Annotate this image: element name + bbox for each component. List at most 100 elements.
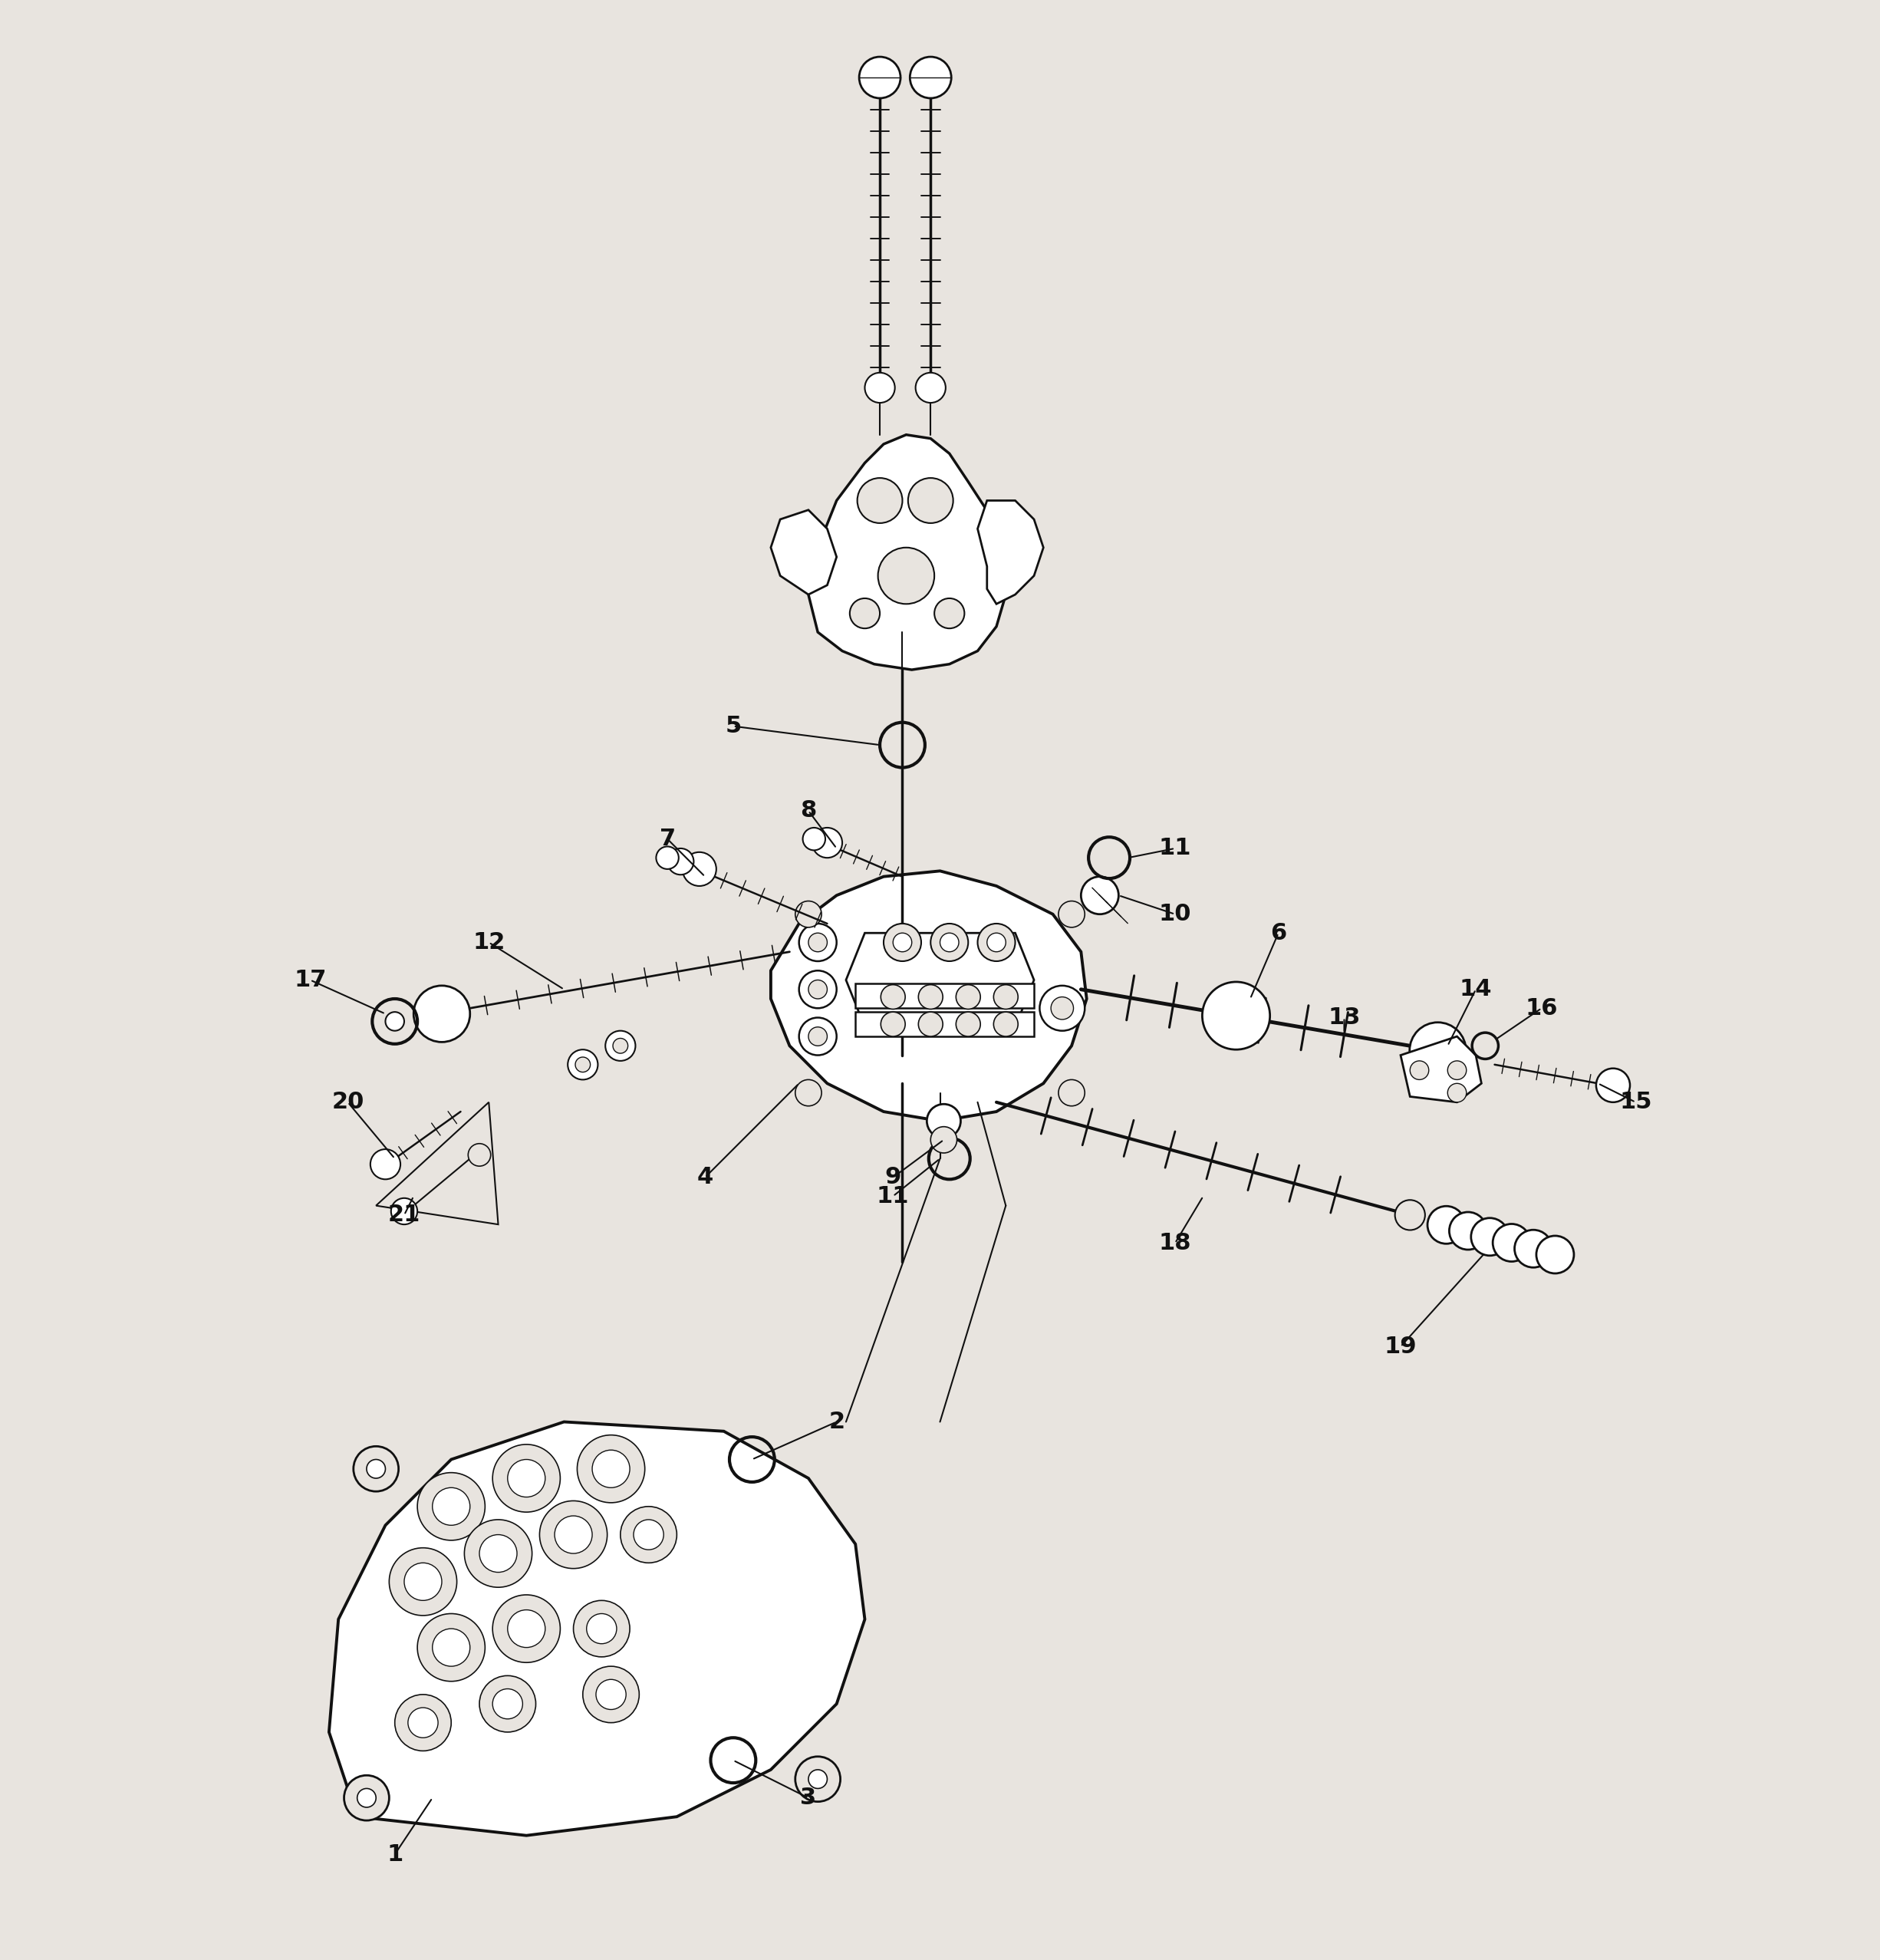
Circle shape — [370, 1149, 400, 1180]
Circle shape — [432, 1488, 470, 1525]
Circle shape — [799, 923, 837, 960]
Circle shape — [882, 1011, 906, 1037]
Circle shape — [417, 1472, 485, 1541]
Text: 14: 14 — [1459, 978, 1493, 1000]
Circle shape — [1081, 876, 1119, 913]
Text: 19: 19 — [1384, 1335, 1418, 1358]
Circle shape — [573, 1601, 630, 1656]
Circle shape — [908, 478, 953, 523]
Circle shape — [1448, 1060, 1466, 1080]
Polygon shape — [855, 1011, 1034, 1037]
Text: 1: 1 — [387, 1842, 402, 1866]
Circle shape — [1058, 1080, 1085, 1105]
Circle shape — [1040, 986, 1085, 1031]
Text: 7: 7 — [660, 827, 675, 851]
Circle shape — [795, 1080, 822, 1105]
Circle shape — [812, 827, 842, 858]
Circle shape — [934, 598, 964, 629]
Text: 6: 6 — [1271, 921, 1286, 945]
Text: 4: 4 — [697, 1166, 713, 1188]
Circle shape — [1051, 998, 1073, 1019]
Text: 21: 21 — [387, 1203, 421, 1227]
Circle shape — [931, 1127, 957, 1152]
Circle shape — [414, 986, 470, 1043]
Text: 8: 8 — [801, 800, 816, 821]
Circle shape — [995, 984, 1019, 1009]
Circle shape — [1427, 1205, 1465, 1245]
Circle shape — [1493, 1223, 1530, 1262]
Circle shape — [940, 933, 959, 953]
Text: 9: 9 — [885, 1166, 901, 1188]
Circle shape — [808, 933, 827, 953]
Circle shape — [367, 1460, 385, 1478]
Circle shape — [395, 1695, 451, 1750]
Circle shape — [1515, 1229, 1553, 1268]
Circle shape — [508, 1609, 545, 1648]
Circle shape — [583, 1666, 639, 1723]
Circle shape — [1596, 1068, 1630, 1102]
Polygon shape — [808, 435, 1006, 670]
Text: 5: 5 — [726, 715, 741, 737]
Circle shape — [587, 1613, 617, 1644]
Circle shape — [389, 1548, 457, 1615]
Circle shape — [919, 984, 944, 1009]
Circle shape — [1203, 982, 1271, 1049]
Circle shape — [508, 1460, 545, 1497]
Circle shape — [613, 1039, 628, 1053]
Circle shape — [995, 1011, 1019, 1037]
Circle shape — [799, 970, 837, 1007]
Circle shape — [493, 1690, 523, 1719]
Circle shape — [931, 923, 968, 960]
Circle shape — [682, 853, 716, 886]
Circle shape — [620, 1507, 677, 1562]
Circle shape — [667, 849, 694, 874]
Circle shape — [464, 1519, 532, 1588]
Circle shape — [540, 1501, 607, 1568]
Circle shape — [884, 923, 921, 960]
Circle shape — [882, 984, 906, 1009]
Polygon shape — [771, 870, 1087, 1121]
Circle shape — [1410, 1060, 1429, 1080]
Circle shape — [417, 1613, 485, 1682]
Circle shape — [857, 478, 902, 523]
Circle shape — [1470, 1217, 1508, 1256]
Circle shape — [808, 1027, 827, 1047]
Text: 11: 11 — [876, 1186, 910, 1207]
Circle shape — [1536, 1237, 1574, 1274]
Circle shape — [634, 1519, 664, 1550]
Circle shape — [859, 57, 901, 98]
Text: 18: 18 — [1158, 1233, 1192, 1254]
Polygon shape — [1401, 1037, 1481, 1102]
Circle shape — [808, 980, 827, 1000]
Circle shape — [910, 57, 951, 98]
Text: 12: 12 — [472, 931, 506, 953]
Circle shape — [605, 1031, 635, 1060]
Circle shape — [408, 1707, 438, 1739]
Circle shape — [795, 1756, 840, 1801]
Circle shape — [803, 827, 825, 851]
Circle shape — [468, 1143, 491, 1166]
Polygon shape — [846, 933, 1034, 1027]
Circle shape — [878, 547, 934, 604]
Circle shape — [957, 984, 981, 1009]
Circle shape — [596, 1680, 626, 1709]
Text: 2: 2 — [829, 1411, 844, 1433]
Circle shape — [353, 1446, 399, 1492]
Circle shape — [850, 598, 880, 629]
Circle shape — [344, 1776, 389, 1821]
Circle shape — [656, 847, 679, 868]
Circle shape — [1395, 1200, 1425, 1231]
Circle shape — [404, 1562, 442, 1601]
Circle shape — [987, 933, 1006, 953]
Circle shape — [1449, 1211, 1487, 1250]
Polygon shape — [978, 500, 1043, 604]
Circle shape — [978, 923, 1015, 960]
Circle shape — [893, 933, 912, 953]
Circle shape — [919, 1011, 944, 1037]
Circle shape — [927, 1103, 961, 1139]
Polygon shape — [771, 510, 837, 594]
Polygon shape — [855, 984, 1034, 1007]
Circle shape — [432, 1629, 470, 1666]
Circle shape — [493, 1445, 560, 1511]
Circle shape — [865, 372, 895, 402]
